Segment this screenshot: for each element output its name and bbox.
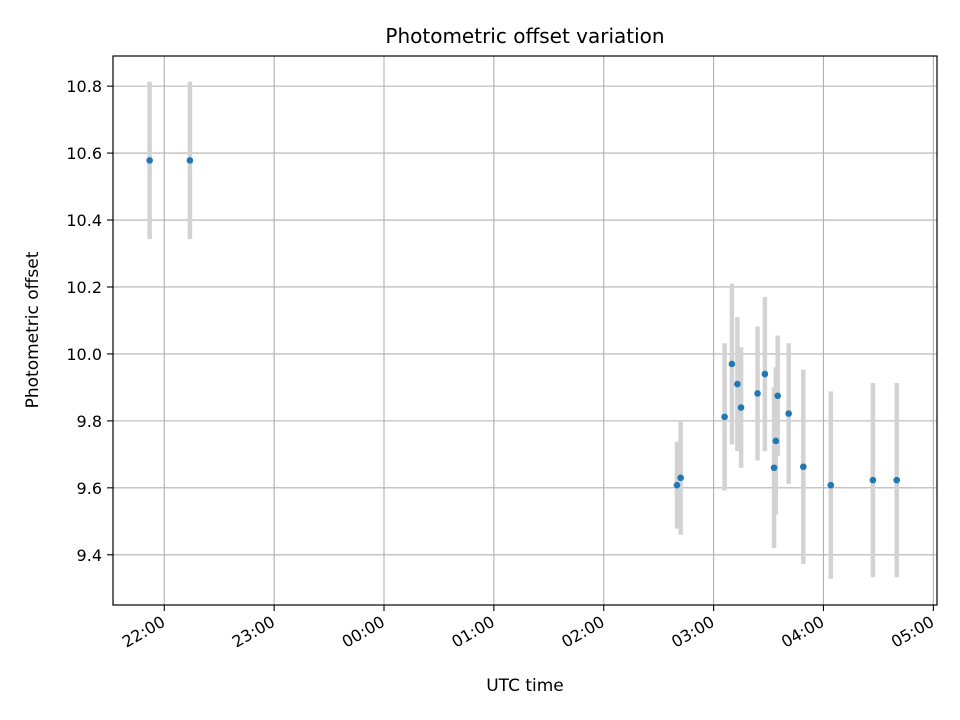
data-point [673,481,681,489]
x-tick-label: 22:00 [119,612,168,652]
data-point [800,463,807,471]
data-point [146,157,153,164]
data-point [827,481,835,489]
x-tick-label: 02:00 [558,612,607,652]
x-axis-ticks: 22:00 23:00 00:00 01:00 02:00 03:00 04:00 05:00 [119,605,937,652]
grid [113,56,937,605]
x-tick-label: 01:00 [448,612,497,652]
data-point [869,476,877,484]
data-point [734,380,741,388]
data-point [761,370,769,378]
x-tick-label: 00:00 [339,612,388,652]
data-point [721,413,728,421]
y-axis-ticks: 9.4 9.6 9.8 10.0 10.2 10.4 10.6 10.8 [66,77,113,565]
y-tick-label: 10.8 [66,77,102,96]
data-point [737,404,745,411]
y-axis-label: Photometric offset [23,251,43,408]
y-tick-label: 10.4 [66,211,102,230]
data-point [770,464,778,472]
y-tick-label: 10.6 [66,144,102,163]
data-point [774,392,781,400]
x-tick-label: 23:00 [229,612,278,652]
data-point [186,157,194,164]
chart-title: Photometric offset variation [385,24,664,48]
data-point [772,437,780,445]
x-axis-label: UTC time [486,676,564,696]
data-point [677,474,684,482]
data-point [893,476,901,484]
x-tick-label: 03:00 [668,612,717,652]
plot-frame [112,55,938,606]
x-tick-label: 04:00 [778,612,827,652]
y-tick-label: 9.4 [77,546,102,565]
y-tick-label: 9.6 [77,479,102,498]
data-point [785,410,792,417]
error-bars [147,81,899,579]
data-point [728,360,736,368]
x-tick-label: 05:00 [888,612,937,652]
data-points [146,157,901,489]
y-tick-label: 10.2 [66,278,102,297]
data-point [754,390,761,397]
y-tick-label: 9.8 [77,412,102,431]
y-tick-label: 10.0 [66,345,102,364]
